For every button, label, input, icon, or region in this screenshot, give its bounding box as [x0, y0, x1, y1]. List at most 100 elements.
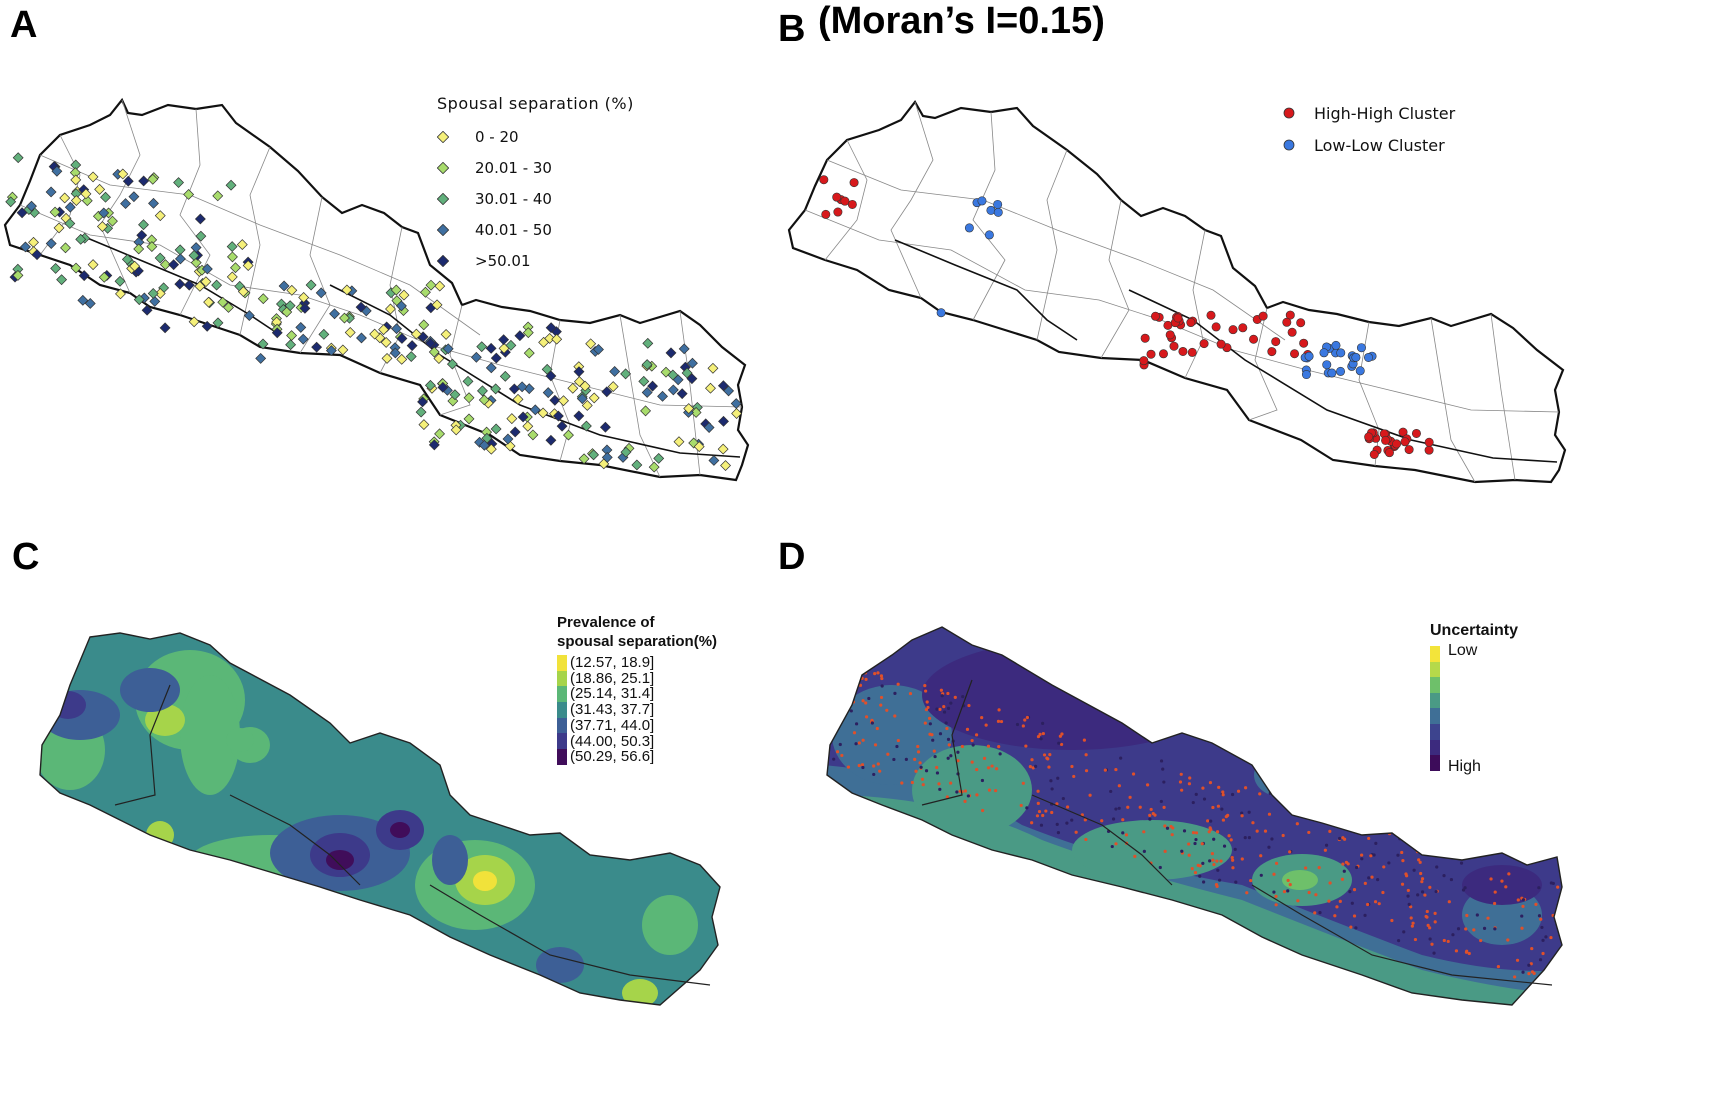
survey-dot	[1541, 938, 1545, 942]
lisa-point	[1216, 339, 1226, 349]
survey-dot	[944, 721, 948, 725]
cluster-point	[514, 330, 526, 342]
cluster-point	[476, 341, 488, 353]
survey-dot	[1434, 889, 1438, 894]
cluster-point	[115, 288, 126, 300]
survey-dot	[833, 710, 838, 714]
survey-dot	[1534, 902, 1538, 906]
survey-dot	[878, 769, 882, 773]
survey-dot	[970, 738, 974, 743]
survey-dot	[1267, 812, 1272, 816]
cluster-point	[551, 333, 563, 345]
survey-dot	[1187, 842, 1191, 846]
survey-dot	[1507, 872, 1511, 876]
lisa-point	[849, 178, 859, 188]
survey-dot	[1221, 818, 1226, 822]
cluster-point	[356, 332, 367, 344]
cluster-point	[424, 379, 436, 391]
cluster-point	[667, 384, 679, 396]
cluster-point	[417, 396, 429, 408]
survey-dot	[1420, 890, 1425, 894]
survey-dot	[1179, 772, 1183, 776]
survey-dot	[1307, 890, 1311, 895]
survey-dot	[1142, 830, 1146, 834]
survey-dot	[1319, 815, 1323, 820]
lisa-point	[1282, 317, 1292, 327]
cluster-point	[341, 284, 353, 296]
cluster-point	[434, 280, 446, 292]
cluster-point	[133, 294, 145, 306]
survey-dot	[971, 743, 975, 747]
survey-dot	[1401, 859, 1405, 863]
cluster-point	[440, 328, 452, 340]
lisa-point	[1290, 349, 1300, 359]
survey-dot	[1082, 738, 1086, 742]
survey-dot	[949, 781, 953, 785]
survey-dot	[1338, 899, 1342, 903]
cluster-point	[415, 406, 427, 418]
survey-dot	[1405, 874, 1409, 878]
legend-title-line2: spousal separation(%)	[557, 633, 718, 650]
cluster-point	[642, 337, 654, 349]
legend-uncertainty: Uncertainty Low High	[1430, 622, 1528, 775]
cluster-point	[485, 342, 497, 354]
cluster-point	[174, 253, 186, 265]
cluster-point	[431, 299, 443, 311]
cluster-point	[96, 221, 108, 233]
survey-dot	[885, 708, 889, 712]
survey-dot	[970, 760, 974, 764]
survey-dot	[1352, 914, 1357, 918]
cluster-point	[195, 230, 207, 242]
survey-dot	[1208, 826, 1212, 830]
survey-dot	[1041, 721, 1045, 725]
cluster-point	[60, 242, 71, 254]
cluster-point	[396, 353, 408, 365]
legend-prevalence: Prevalence of spousal separation(%) (12.…	[557, 613, 717, 765]
lisa-point	[1150, 311, 1160, 321]
cluster-point	[676, 388, 688, 400]
survey-dot	[861, 738, 865, 742]
cluster-point	[601, 386, 613, 398]
survey-dot	[1247, 836, 1252, 840]
cluster-point	[607, 381, 619, 393]
survey-dot	[938, 787, 942, 791]
survey-dot	[1034, 764, 1038, 768]
cluster-point	[211, 279, 223, 291]
diamond-marker-icon	[437, 223, 449, 236]
cluster-point	[286, 330, 298, 341]
survey-dot	[1407, 902, 1411, 906]
survey-dot	[1342, 869, 1346, 873]
survey-dot	[1193, 841, 1197, 846]
lisa-point	[1404, 445, 1414, 455]
cluster-point	[499, 370, 511, 382]
survey-dot	[1442, 874, 1446, 878]
cluster-point	[149, 295, 161, 307]
lisa-point	[1267, 347, 1277, 357]
survey-dot	[1520, 926, 1524, 930]
cluster-point	[114, 275, 126, 287]
cluster-point	[237, 286, 249, 298]
lisa-point	[1304, 351, 1314, 361]
cluster-point	[12, 152, 24, 164]
survey-dot	[1492, 901, 1497, 906]
survey-dot	[1212, 862, 1216, 867]
survey-dot	[1263, 829, 1268, 833]
survey-dot	[997, 745, 1001, 749]
lisa-point	[1140, 333, 1150, 343]
survey-dot	[1021, 781, 1025, 785]
survey-dot	[1056, 830, 1061, 835]
survey-dot	[1370, 875, 1374, 879]
cluster-point	[505, 339, 517, 351]
legend-title: Spousal separation (%)	[437, 94, 634, 113]
cluster-point	[588, 392, 600, 404]
cluster-point	[502, 433, 514, 445]
survey-dot	[963, 789, 967, 793]
legend-label: (44.00, 50.3]	[570, 732, 655, 750]
panel-b-letter: B	[778, 8, 806, 50]
lisa-point	[1165, 330, 1175, 340]
cluster-point	[406, 340, 418, 352]
survey-dot	[1209, 819, 1213, 823]
cluster-point	[70, 188, 82, 200]
survey-dot	[1296, 899, 1300, 903]
survey-dot	[1527, 972, 1531, 976]
